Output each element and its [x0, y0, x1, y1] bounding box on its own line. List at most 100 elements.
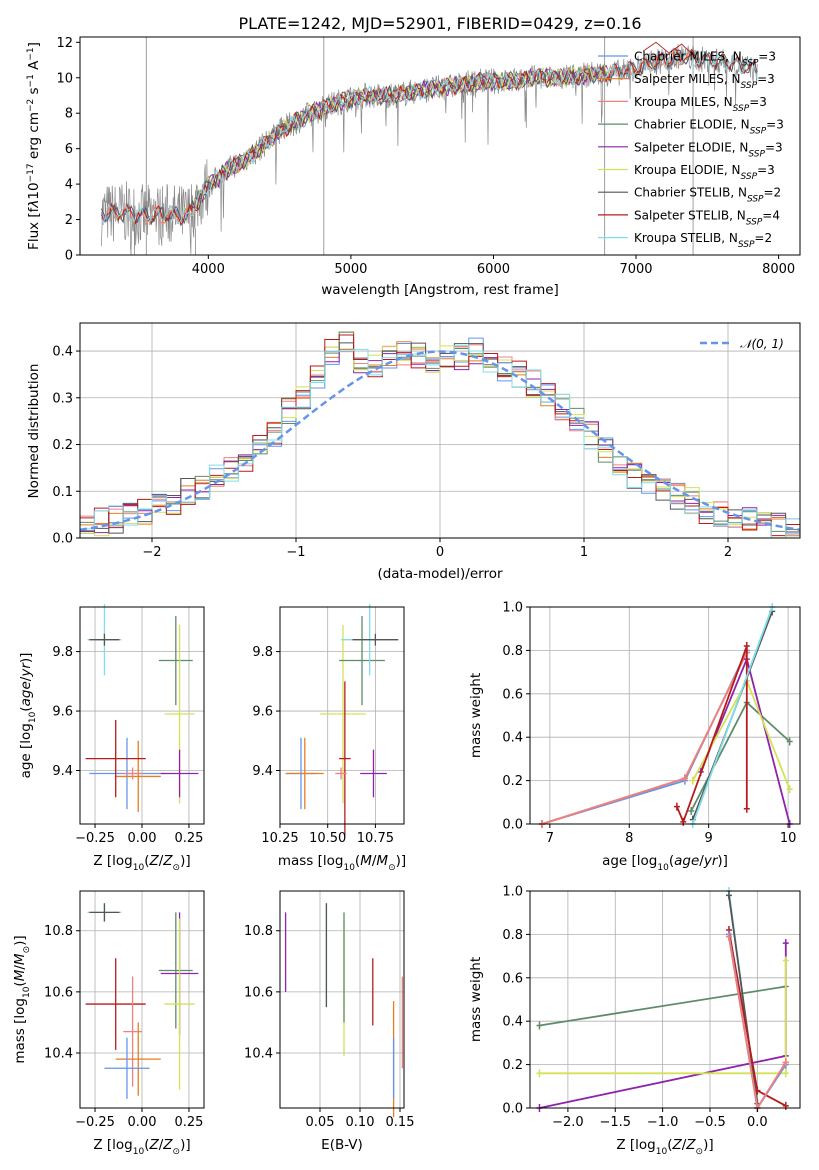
x-tick-label: 0.00 — [128, 1115, 157, 1130]
salpeter-elodie-model-line — [193, 64, 608, 204]
chabrier-stelib-model-line — [100, 49, 758, 226]
y-tick-label: 10.8 — [44, 924, 73, 939]
histogram-panel: −2 −1 0 1 2 0.0 0.1 0.2 0.3 0.4 (data-model)/erro… — [26, 322, 801, 582]
y-tick-label: 9.8 — [252, 645, 273, 660]
x-tick-label: 10 — [780, 831, 797, 846]
histogram-legend: 𝒩(0, 1) — [700, 337, 784, 351]
weight_vs_age-ylabel: mass weight — [468, 673, 484, 758]
chabrier-elodie-weight-line — [539, 985, 786, 1027]
y-tick-label: 0 — [65, 249, 73, 264]
x-tick-label: 4000 — [192, 262, 225, 277]
x-tick-label: −0.5 — [694, 1115, 726, 1130]
age_vs_Z-xlabel: Z [log10(Z/Z⊙)] — [93, 853, 190, 873]
mass_vs_Z-data — [85, 903, 199, 1099]
kroupa-elodie-model-line — [193, 63, 608, 206]
spectrum-xlabel: wavelength [Angstrom, rest frame] — [321, 282, 559, 298]
x-tick-label: −2.0 — [552, 1115, 584, 1130]
age_vs_Z-data — [85, 604, 199, 813]
x-tick-label: 6000 — [477, 262, 510, 277]
histogram-data — [79, 331, 801, 539]
salpeter-stelib-point — [743, 804, 750, 813]
y-tick-label: 10.8 — [244, 924, 273, 939]
x-tick-label: 9 — [705, 831, 713, 846]
mass_vs_EBV-panel: 0.05 0.10 0.15 10.4 10.6 10.8 E(B-V) — [244, 890, 414, 1153]
weight_vs_Z-ylabel: mass weight — [468, 957, 484, 1042]
y-tick-label: 9.6 — [252, 705, 273, 720]
y-tick-label: 0.2 — [502, 1058, 523, 1073]
y-tick-label: 8 — [65, 107, 73, 122]
x-tick-label: 10.25 — [261, 831, 298, 846]
age_vs_mass-panel: 10.25 10.50 10.75 9.4 9.6 9.8 mass [log10(M/M⊙… — [252, 604, 406, 873]
chabrier-elodie-point — [536, 1021, 543, 1030]
y-tick-label: 10 — [56, 71, 73, 86]
chabrier-elodie-point — [688, 806, 695, 815]
mass_vs_EBV-xlabel: E(B-V) — [321, 1137, 363, 1153]
legend-label: Salpeter STELIB, NSSP=4 — [634, 208, 780, 227]
histogram-xlabel: (data-model)/error — [377, 566, 503, 582]
y-tick-label: 0.8 — [502, 644, 523, 659]
y-tick-label: 0.2 — [52, 438, 73, 453]
weight_vs_age-xlabel: age [log10(age/yr)] — [602, 853, 728, 873]
x-tick-label: 0.00 — [128, 831, 157, 846]
salpeter-elodie-point — [782, 939, 789, 948]
kroupa-elodie-point — [689, 776, 696, 785]
weight_vs_Z-xlabel: Z [log10(Z/Z⊙)] — [616, 1137, 713, 1157]
y-tick-label: 0.0 — [502, 818, 523, 833]
salpeter-stelib-point — [673, 802, 680, 811]
spectrum-data — [100, 37, 758, 256]
x-tick-label: −1 — [286, 545, 305, 560]
x-tick-label: 10.75 — [357, 831, 394, 846]
gaussian-legend-label: 𝒩(0, 1) — [740, 337, 784, 351]
y-tick-label: 4 — [65, 178, 73, 193]
kroupa-miles-point — [725, 932, 732, 941]
x-tick-label: 0.05 — [306, 1115, 335, 1130]
y-tick-label: 0.4 — [502, 1015, 523, 1030]
x-tick-label: 0.0 — [747, 1115, 768, 1130]
x-tick-label: 5000 — [334, 262, 367, 277]
mass_vs_Z-ylabel: mass [log10(M/M⊙)] — [12, 935, 32, 1063]
legend-label: Kroupa ELODIE, NSSP=3 — [634, 163, 775, 182]
y-tick-label: 1.0 — [502, 885, 523, 900]
kroupa-stelib-weight-line — [691, 606, 774, 825]
y-tick-label: 9.4 — [52, 764, 73, 779]
age_vs_Z-ylabel: age [log10(age/yr)] — [18, 653, 38, 779]
legend-label: Chabrier ELODIE, NSSP=3 — [634, 118, 784, 137]
kroupa-elodie-point — [786, 785, 793, 794]
chabrier-elodie-point — [786, 737, 793, 746]
y-tick-label: 10.4 — [44, 1046, 73, 1061]
x-tick-label: 8000 — [762, 262, 795, 277]
salpeter-stelib-point — [743, 642, 750, 651]
x-tick-label: 0.10 — [346, 1115, 375, 1130]
y-tick-label: 6 — [65, 142, 73, 157]
x-tick-label: −0.25 — [75, 1115, 115, 1130]
y-tick-label: 2 — [65, 213, 73, 228]
weight_vs_Z-panel: −2.0 −1.5 −1.0 −0.5 0.0 0.0 0.2 0.4 0.6 0.8 1.0 Z [… — [468, 885, 801, 1157]
x-tick-label: −0.25 — [75, 831, 115, 846]
x-tick-label: −2 — [142, 545, 161, 560]
y-tick-label: 0.6 — [502, 971, 523, 986]
figure-title: PLATE=1242, MJD=52901, FIBERID=0429, z=0… — [238, 14, 641, 33]
y-tick-label: 10.4 — [244, 1046, 273, 1061]
y-tick-label: 1.0 — [502, 601, 523, 616]
x-tick-label: −1.0 — [647, 1115, 679, 1130]
y-tick-label: 10.6 — [244, 985, 273, 1000]
mass_vs_Z-panel: −0.25 0.00 0.25 10.4 10.6 10.8 Z [log10(Z/Z⊙)]… — [12, 890, 205, 1157]
y-tick-label: 9.8 — [52, 645, 73, 660]
x-tick-label: 0.25 — [174, 1115, 203, 1130]
legend-label: Kroupa MILES, NSSP=3 — [634, 95, 767, 114]
age_vs_Z-panel: −0.25 0.00 0.25 9.4 9.6 9.8 Z [log10(Z/Z⊙)] age… — [18, 604, 205, 873]
chabrier-elodie-model-line — [193, 66, 608, 205]
gaussian-curve — [79, 350, 801, 532]
y-tick-label: 0.1 — [52, 485, 73, 500]
legend-label: Chabrier STELIB, NSSP=2 — [634, 186, 781, 205]
age_vs_mass-xlabel: mass [log10(M/M⊙)] — [278, 853, 406, 873]
spectrum-ylabel: Flux [fλ10−17 erg cm−2 s−1 A−1] — [26, 42, 42, 250]
y-tick-label: 0.2 — [502, 774, 523, 789]
x-tick-label: 7 — [546, 831, 554, 846]
kroupa-stelib-histogram — [80, 345, 800, 539]
x-tick-label: 10.50 — [309, 831, 346, 846]
spectrum-panel: 4000 5000 6000 7000 8000 0 2 4 6 8 10 12 wavelength… — [26, 36, 801, 298]
y-tick-label: 10.6 — [44, 985, 73, 1000]
x-tick-label: 0.25 — [174, 831, 203, 846]
x-tick-label: 8 — [625, 831, 633, 846]
